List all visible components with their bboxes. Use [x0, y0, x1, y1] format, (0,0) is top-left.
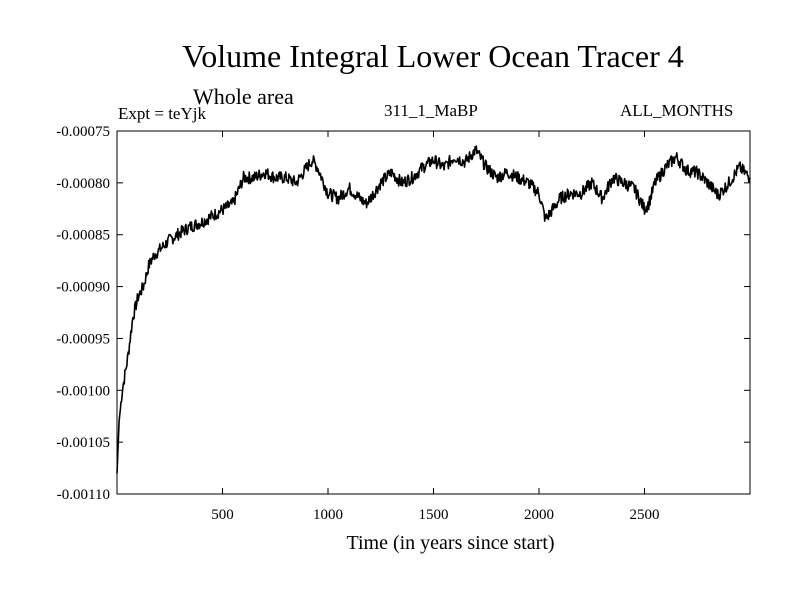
y-tick-label: -0.00110	[57, 487, 110, 503]
series-line	[116, 145, 751, 474]
y-tick-label: -0.00090	[56, 280, 110, 296]
run-id-label: 311_1_MaBP	[384, 101, 478, 120]
period-label: ALL_MONTHS	[620, 101, 734, 120]
y-tick-label: -0.00100	[56, 383, 110, 399]
chart-title: Volume Integral Lower Ocean Tracer 4	[182, 38, 684, 74]
y-tick-label: -0.00080	[56, 176, 110, 192]
chart-subtitle: Whole area	[193, 84, 294, 109]
x-tick-label: 500	[211, 507, 234, 523]
x-tick-label: 1500	[419, 507, 449, 523]
x-tick-label: 2500	[630, 507, 660, 523]
y-tick-label: -0.00085	[56, 228, 110, 244]
y-tick-label: -0.00095	[56, 331, 110, 347]
y-tick-label: -0.00075	[56, 124, 110, 140]
y-tick-label: -0.00105	[56, 435, 110, 451]
x-tick-label: 2000	[524, 507, 554, 523]
experiment-label: Expt = teYjk	[118, 104, 206, 123]
x-axis-label: Time (in years since start)	[346, 532, 554, 554]
x-tick-label: 1000	[313, 507, 343, 523]
